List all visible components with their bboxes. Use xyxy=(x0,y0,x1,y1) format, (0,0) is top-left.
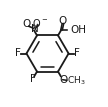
Text: OH: OH xyxy=(70,25,86,35)
Text: N: N xyxy=(31,25,38,34)
Text: CH$_3$: CH$_3$ xyxy=(67,74,86,87)
Text: O$^-$: O$^-$ xyxy=(32,17,49,29)
Text: F: F xyxy=(74,48,80,59)
Text: $^+$: $^+$ xyxy=(33,23,40,32)
Text: O: O xyxy=(23,19,31,29)
Text: F: F xyxy=(15,48,21,59)
Text: F: F xyxy=(30,74,36,84)
Text: O: O xyxy=(59,75,67,85)
Text: O: O xyxy=(59,16,67,26)
